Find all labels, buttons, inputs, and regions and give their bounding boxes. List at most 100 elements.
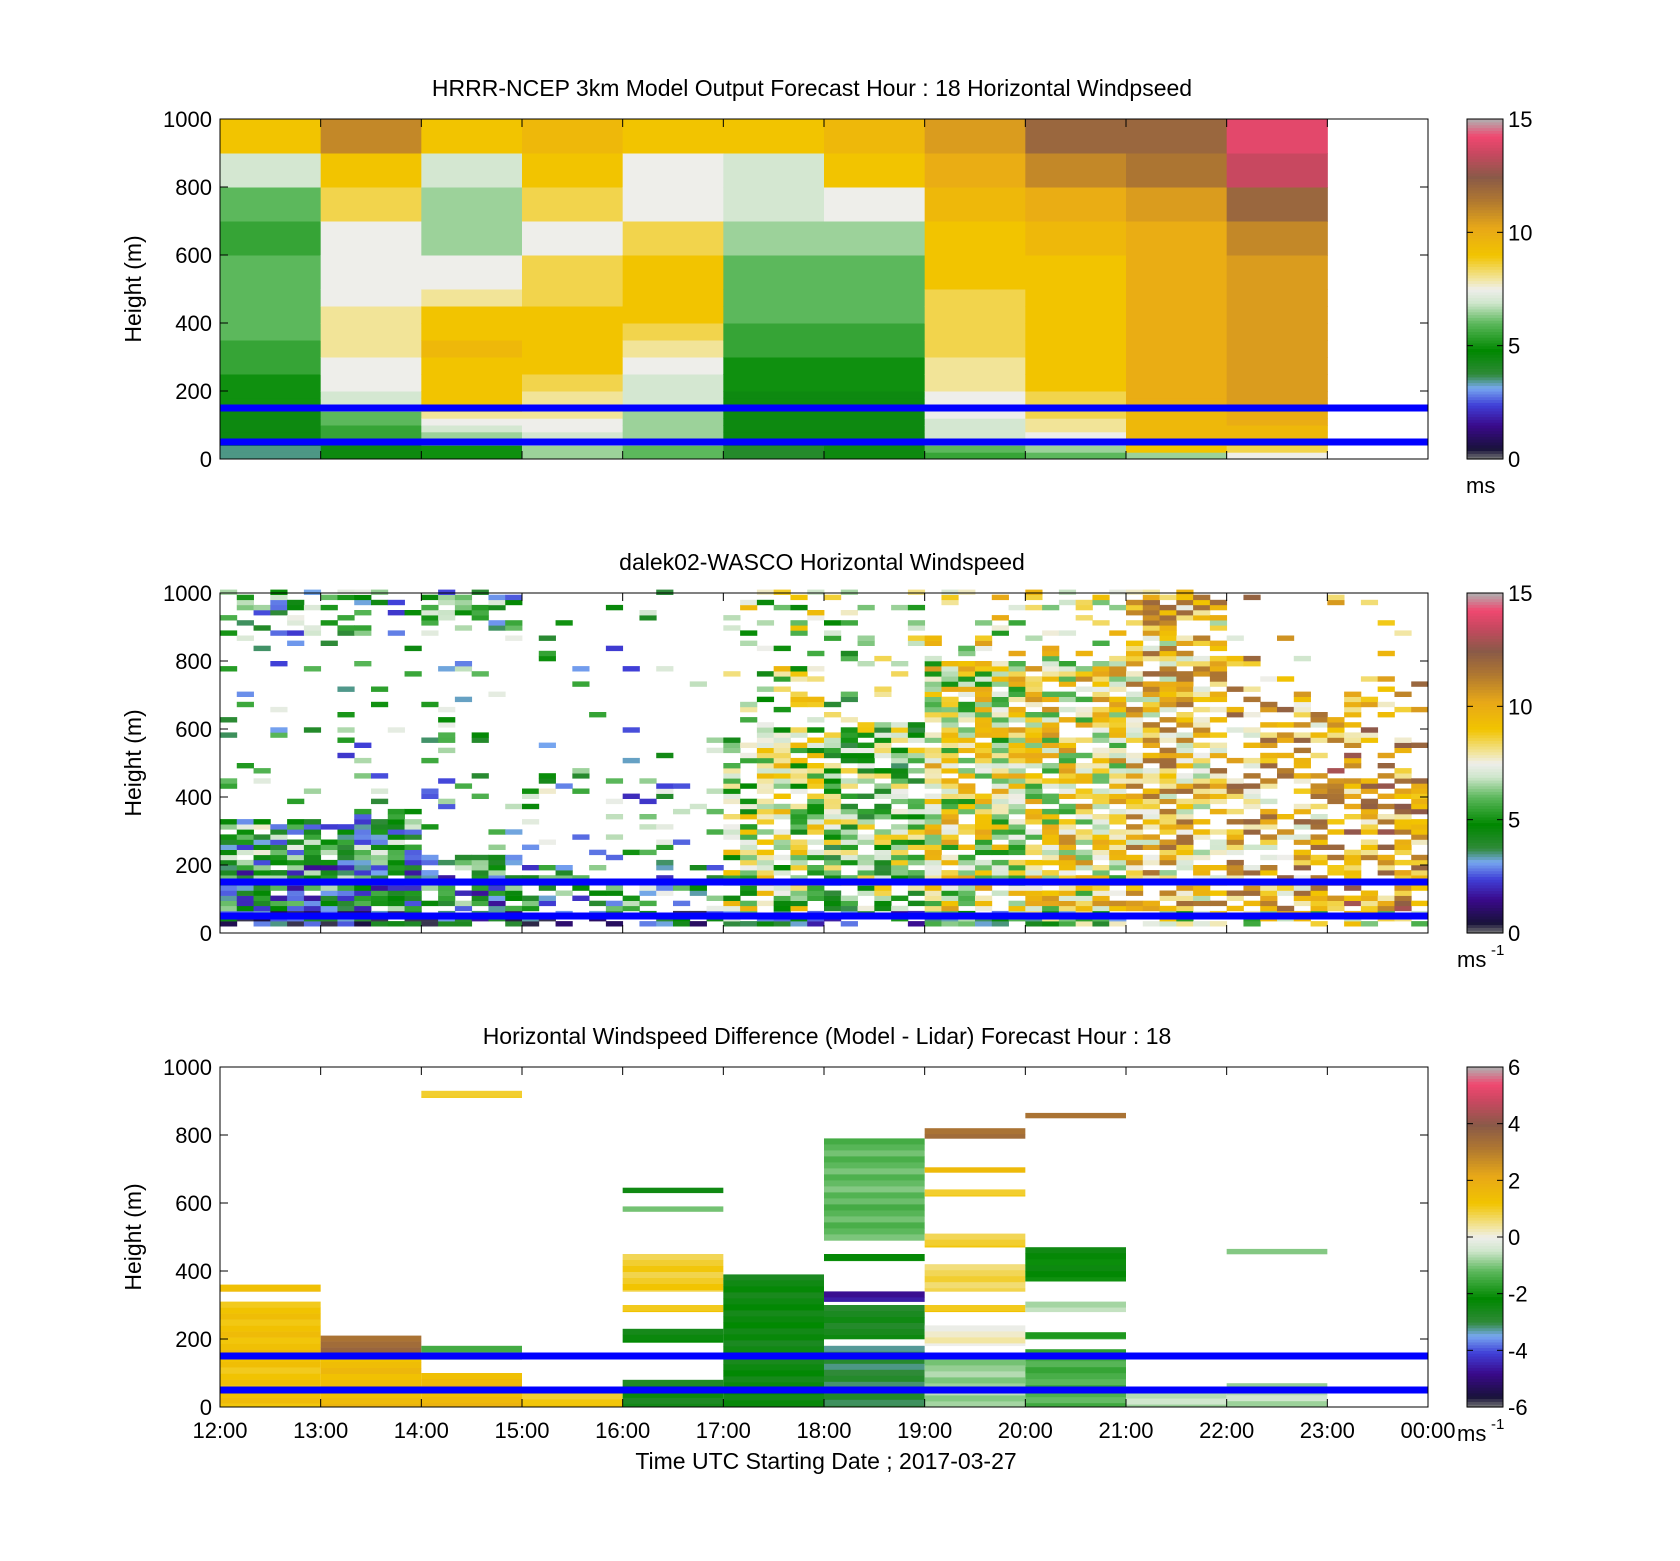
colorbar-segment	[1467, 1154, 1503, 1159]
lidar-cell	[538, 865, 556, 871]
x-tick-label: 23:00	[1300, 1418, 1355, 1443]
lidar-cell	[1226, 727, 1244, 733]
lidar-cell	[1042, 661, 1060, 667]
colorbar-segment	[1467, 354, 1503, 358]
lidar-cell	[824, 773, 842, 779]
lidar-cell	[1142, 589, 1160, 595]
colorbar-segment	[1467, 1197, 1503, 1201]
model-cell	[1226, 306, 1328, 324]
lidar-cell	[723, 849, 741, 856]
lidar-cell	[421, 620, 439, 626]
colorbar-segment	[1467, 641, 1503, 645]
lidar-cell	[555, 890, 573, 896]
lidar-cell	[488, 625, 506, 631]
lidar-cell	[941, 676, 959, 682]
lidar-cell	[438, 737, 456, 743]
lidar-cell	[807, 610, 825, 616]
lidar-cell	[404, 824, 422, 830]
lidar-cell	[1209, 645, 1228, 652]
lidar-cell	[555, 783, 573, 789]
lidar-cell	[1109, 747, 1127, 754]
difference-cell	[1025, 1247, 1126, 1254]
lidar-cell	[1293, 696, 1311, 703]
lidar-cell	[1360, 814, 1379, 820]
lidar-cell	[824, 900, 842, 907]
lidar-cell	[1193, 742, 1211, 748]
difference-cell	[924, 1331, 1026, 1338]
colorbar-segment	[1467, 661, 1503, 665]
lidar-cell	[1109, 589, 1127, 595]
lidar-cell	[555, 620, 573, 626]
lidar-cell	[605, 604, 624, 611]
colorbar-segment	[1467, 1370, 1503, 1374]
colorbar-segment	[1467, 621, 1503, 625]
lidar-cell	[438, 921, 456, 927]
lidar-cell	[1008, 905, 1026, 912]
lidar-cell	[1075, 778, 1093, 784]
difference-cell	[1025, 1361, 1126, 1368]
difference-cell	[824, 1335, 925, 1340]
lidar-cell	[773, 778, 791, 784]
lidar-cell	[857, 722, 875, 728]
difference-cell	[723, 1298, 824, 1305]
lidar-cell	[1360, 890, 1379, 896]
colorbar-segment	[1467, 669, 1503, 673]
model-cell	[924, 289, 1026, 307]
lidar-cell	[320, 865, 338, 871]
lidar-cell	[857, 732, 875, 738]
lidar-cell	[471, 737, 489, 743]
lidar-cell	[723, 742, 741, 748]
lidar-cell	[1394, 793, 1412, 799]
lidar-cell	[1042, 870, 1060, 876]
lidar-cell	[773, 900, 791, 907]
lidar-cell	[740, 921, 758, 927]
lidar-cell	[1310, 814, 1328, 820]
lidar-cell	[857, 757, 875, 764]
lidar-cell	[1159, 645, 1177, 652]
model-cell	[1226, 357, 1328, 375]
colorbar-segment	[1467, 221, 1503, 225]
colorbar-segment	[1467, 391, 1503, 395]
lidar-cell	[924, 757, 942, 764]
lidar-cell	[1226, 875, 1244, 881]
lidar-cell	[1260, 870, 1278, 876]
lidar-cell	[991, 875, 1009, 881]
lidar-cell	[1176, 722, 1194, 728]
lidar-cell	[421, 870, 439, 876]
lidar-cell	[471, 793, 489, 799]
lidar-cell	[1092, 803, 1110, 810]
colorbar-segment	[1467, 1353, 1503, 1357]
lidar-cell	[354, 921, 372, 927]
lidar-cell	[1176, 589, 1194, 595]
colorbar-segment	[1467, 1296, 1503, 1300]
model-cell	[1226, 323, 1328, 341]
lidar-cell	[991, 712, 1009, 718]
colorbar-tick-label: 0	[1508, 921, 1520, 946]
lidar-cell	[1058, 854, 1077, 861]
lidar-cell	[1142, 630, 1160, 636]
colorbar-segment	[1467, 456, 1503, 460]
colorbar-segment	[1467, 382, 1503, 386]
lidar-cell	[404, 844, 422, 850]
lidar-cell	[891, 849, 909, 856]
colorbar-segment	[1467, 291, 1503, 296]
lidar-cell	[1008, 783, 1026, 789]
lidar-cell	[1092, 890, 1110, 896]
difference-cell	[622, 1254, 724, 1261]
lidar-cell	[1058, 717, 1077, 723]
lidar-cell	[723, 788, 741, 794]
lidar-cell	[1394, 859, 1412, 866]
colorbar-segment	[1467, 771, 1503, 775]
lidar-cell	[924, 773, 942, 779]
lidar-cell	[1008, 870, 1026, 876]
lidar-cell	[421, 859, 439, 866]
difference-cell	[1126, 1404, 1227, 1408]
model-cell	[421, 340, 523, 358]
lidar-cell	[857, 885, 875, 891]
lidar-cell	[1193, 778, 1211, 784]
lidar-cell	[874, 793, 892, 799]
lidar-cell	[756, 885, 775, 891]
lidar-cell	[1277, 768, 1295, 774]
colorbar-segment	[1467, 1211, 1503, 1215]
